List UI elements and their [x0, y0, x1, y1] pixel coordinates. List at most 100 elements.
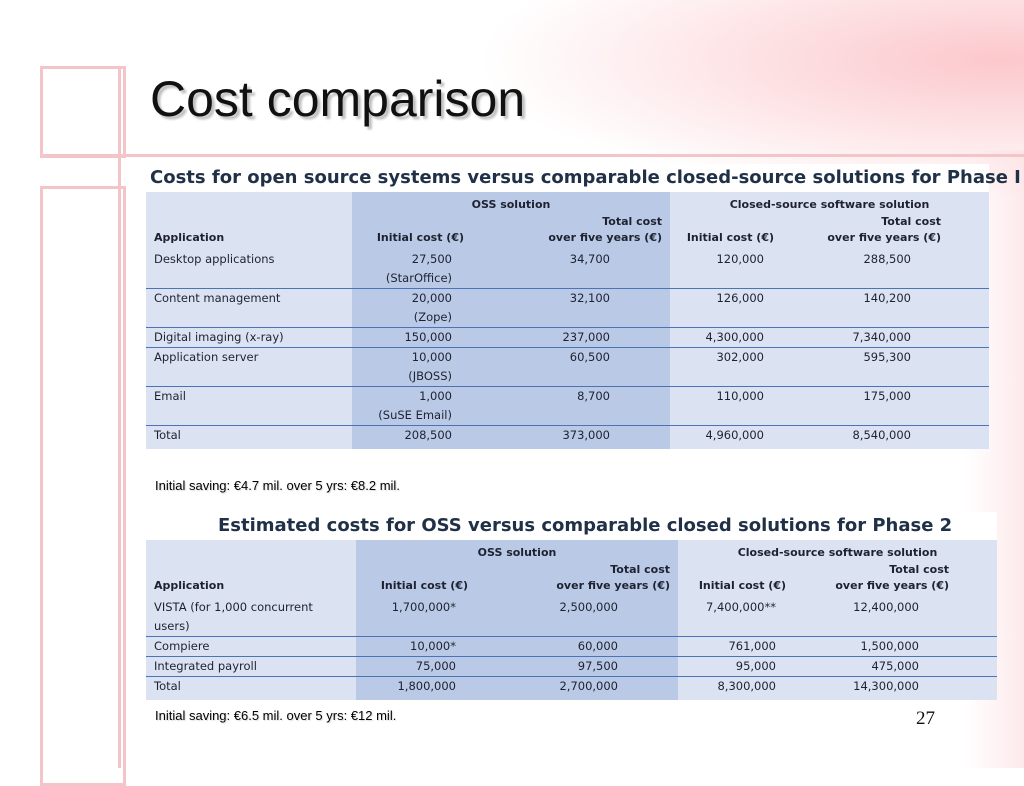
oss-initial-value: 208,500 — [404, 428, 452, 442]
oss-initial-value: 10,000 — [411, 350, 452, 364]
cell-oss-initial: 10,000* — [356, 636, 476, 657]
col-application: Application — [154, 231, 225, 244]
cell-oss-total: 60,000 — [476, 636, 678, 657]
cell-application: Desktop applications — [154, 252, 275, 266]
cell-cs-initial: 120,000 — [716, 252, 764, 266]
cell-cs-initial: 761,000 — [678, 636, 794, 657]
col-cs-initial: Initial cost (€) — [686, 231, 774, 244]
cell-oss-total: 2,700,000 — [476, 676, 678, 700]
table-header-row: Application Initial cost (€) Total cost o… — [146, 214, 989, 250]
oss-initial-value: 20,000 — [411, 291, 452, 305]
oss-initial-value: 150,000 — [404, 330, 452, 344]
cell-cs-total: 288,500 — [863, 252, 911, 266]
cell-application: Email — [146, 386, 352, 426]
cell-oss-initial: 27,500 (StarOffice) — [352, 250, 472, 289]
col2-cs-total-line1: Total cost — [889, 563, 949, 576]
table-phase1-title-text: Costs for open source systems versus com… — [150, 167, 1021, 188]
col-oss-initial: Initial cost (€) — [352, 214, 472, 250]
cell-oss-total: 8,700 — [472, 386, 670, 426]
col2-oss-total: Total cost over five years (€) — [476, 562, 678, 598]
group2-oss: OSS solution — [356, 540, 678, 562]
cell-application: Digital imaging (x-ray) — [146, 327, 352, 348]
table-row: Total 1,800,000 2,700,000 8,300,000 14,300,0… — [146, 676, 997, 700]
deco-square-bottom — [40, 186, 126, 786]
oss-initial-value: 1,800,000 — [397, 679, 456, 693]
table-row: Digital imaging (x-ray) 150,000 237,000 4,3… — [146, 327, 989, 348]
cell-cs-initial: 8,300,000 — [678, 676, 794, 700]
cell-oss-total: 34,700 — [472, 250, 670, 289]
cell-oss-initial: 20,000 (Zope) — [352, 288, 472, 328]
table-row: Integrated payroll 75,000 97,500 95,000 475,… — [146, 656, 997, 677]
cell-oss-initial: 10,000 (JBOSS) — [352, 347, 472, 387]
cell-application: Content management — [146, 288, 352, 328]
oss-product-name: (Zope) — [413, 310, 452, 324]
cell-cs-total: 175,000 — [782, 386, 989, 426]
table-row: VISTA (for 1,000 concurrent users) 1,700,… — [146, 598, 997, 637]
cell-application: Integrated payroll — [146, 656, 356, 677]
table-row: Application server 10,000 (JBOSS) 60,500 302… — [146, 347, 989, 387]
cell-oss-initial: 208,500 — [352, 425, 472, 449]
col2-oss-total-line1: Total cost — [610, 563, 670, 576]
table-phase2: Estimated costs for OSS versus comparabl… — [146, 512, 997, 700]
deco-line-vertical — [118, 66, 121, 768]
col-oss-total-line1: Total cost — [602, 215, 662, 228]
note-phase1: Initial saving: €4.7 mil. over 5 yrs: €8… — [155, 478, 400, 493]
table-phase1-title: Costs for open source systems versus com… — [146, 164, 1021, 192]
cell-oss-initial: 1,000 (SuSE Email) — [352, 386, 472, 426]
cell-application: Total — [146, 676, 356, 700]
cell-oss-total: 2,500,000 — [476, 598, 678, 637]
deco-line-horizontal — [40, 154, 1024, 157]
note-phase2: Initial saving: €6.5 mil. over 5 yrs: €1… — [155, 708, 397, 723]
col-cs-total-line1: Total cost — [881, 215, 941, 228]
oss-product-name: (StarOffice) — [385, 271, 452, 285]
col-cs-total-line2: over five years (€) — [827, 231, 941, 244]
table-phase2-body: VISTA (for 1,000 concurrent users) 1,700,… — [146, 598, 997, 700]
cell-oss-total: 237,000 — [472, 327, 670, 348]
col2-oss-total-line2: over five years (€) — [556, 579, 670, 592]
table-row: Desktop applications 27,500 (StarOffice) 34… — [146, 250, 989, 289]
cell-cs-total: 7,340,000 — [782, 327, 989, 348]
cell-application: Application server — [146, 347, 352, 387]
table-row: Email 1,000 (SuSE Email) 8,700 110,000 175,00… — [146, 386, 989, 426]
group-oss: OSS solution — [352, 192, 670, 214]
col-cs-total: Total cost over five years (€) — [782, 214, 989, 250]
table-phase1: Costs for open source systems versus com… — [146, 164, 1021, 449]
table-phase1-grid: OSS solution Closed-source software solu… — [146, 192, 989, 449]
cell-cs-total: 140,200 — [782, 288, 989, 328]
cell-cs-initial: 110,000 — [670, 386, 782, 426]
cell-cs-initial: 4,960,000 — [670, 425, 782, 449]
cell-oss-initial: 150,000 — [352, 327, 472, 348]
cell-oss-initial: 1,700,000* — [356, 598, 476, 637]
table-row: Compiere 10,000* 60,000 761,000 1,500,000 — [146, 636, 997, 657]
oss-product-name: (JBOSS) — [408, 369, 452, 383]
col2-oss-initial: Initial cost (€) — [356, 562, 476, 598]
col-oss-total: Total cost over five years (€) — [472, 214, 670, 250]
cell-oss-total: 60,500 — [472, 347, 670, 387]
table-phase2-title-text: Estimated costs for OSS versus comparabl… — [218, 515, 953, 536]
cell-cs-total: 475,000 — [794, 656, 997, 677]
slide-title: Cost comparison — [150, 71, 526, 127]
cell-oss-total: 32,100 — [472, 288, 670, 328]
table-phase2-title: Estimated costs for OSS versus comparabl… — [146, 512, 997, 540]
table-row: Total 208,500 373,000 4,960,000 8,540,000 — [146, 425, 989, 449]
cell-cs-initial: 95,000 — [678, 656, 794, 677]
oss-product-name: (SuSE Email) — [378, 408, 452, 422]
cell-cs-total: 1,500,000 — [794, 636, 997, 657]
cell-oss-total: 373,000 — [472, 425, 670, 449]
col2-application: Application — [154, 579, 225, 592]
cell-cs-initial: 302,000 — [670, 347, 782, 387]
col2-cs-total-line2: over five years (€) — [835, 579, 949, 592]
cell-oss-initial: 1,800,000 — [356, 676, 476, 700]
cell-cs-initial: 4,300,000 — [670, 327, 782, 348]
oss-initial-value: 1,700,000* — [391, 600, 456, 614]
group-closed: Closed-source software solution — [729, 198, 930, 211]
group2-closed: Closed-source software solution — [737, 546, 938, 559]
cell-cs-total: 595,300 — [782, 347, 989, 387]
cell-cs-total: 12,400,000 — [853, 600, 919, 614]
col2-cs-total: Total cost over five years (€) — [794, 562, 997, 598]
cell-oss-initial: 75,000 — [356, 656, 476, 677]
cell-cs-total: 8,540,000 — [782, 425, 989, 449]
table-phase2-grid: OSS solution Closed-source software solu… — [146, 540, 997, 700]
cell-application: Compiere — [146, 636, 356, 657]
col2-cs-initial: Initial cost (€) — [698, 579, 786, 592]
